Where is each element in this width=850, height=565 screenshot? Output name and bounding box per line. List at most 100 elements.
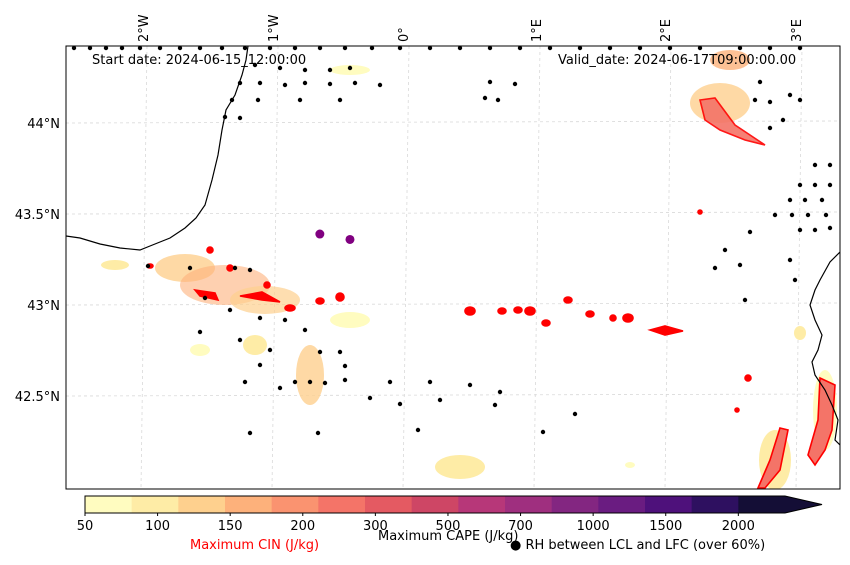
- rh-dot: [342, 46, 348, 51]
- rh-dot: [387, 379, 393, 385]
- rh-dot: [737, 46, 743, 51]
- rh-dot: [805, 212, 811, 218]
- colorbar-tick-label: 2000: [722, 519, 755, 534]
- longitude-labels: 2°W 1°W 0° 1°E 2°E 3°E: [137, 14, 805, 42]
- rh-dot: [812, 182, 818, 188]
- rh-dot: [297, 97, 303, 103]
- lon-label: 3°E: [790, 19, 805, 42]
- rh-dot: [547, 46, 553, 51]
- rh-dot: [377, 82, 383, 88]
- rh-dot: [197, 329, 203, 335]
- colorbar-tick-label: 50: [77, 519, 94, 534]
- rh-dot: [337, 97, 343, 103]
- colorbar-tick-label: 200: [290, 519, 315, 534]
- rh-dot: [497, 389, 503, 395]
- rh-dot: [219, 46, 225, 51]
- rh-dot: [767, 46, 773, 51]
- colorbar-segment: [505, 496, 553, 513]
- rh-dot: [637, 46, 643, 51]
- rh-dot: [157, 46, 163, 51]
- rh-dot: [247, 267, 253, 273]
- rh-dot: [327, 81, 333, 87]
- rh-dot: [242, 46, 248, 51]
- map-frame: [65, 45, 841, 490]
- rh-dot: [327, 67, 333, 73]
- colorbar-extend-arrow: [785, 496, 822, 513]
- colorbar-tick-label: 1500: [649, 519, 682, 534]
- rh-dot: [202, 295, 208, 301]
- rh-dot: [307, 379, 313, 385]
- colorbar-tick-label: 300: [363, 519, 388, 534]
- rh-dot: [237, 337, 243, 343]
- rh-dot: [752, 97, 758, 103]
- cape-axis-label: Maximum CAPE (J/kg): [378, 529, 519, 544]
- rh-dot: [492, 402, 498, 408]
- rh-dot: [787, 197, 793, 203]
- rh-dot: [232, 265, 238, 271]
- rh-dot: [712, 265, 718, 271]
- rh-dot: [767, 99, 773, 105]
- rh-dot: [267, 46, 273, 51]
- rh-dot: [282, 82, 288, 88]
- colorbar-tick-label: 500: [436, 519, 461, 534]
- rh-dot: [367, 395, 373, 401]
- colorbar-segment: [131, 496, 179, 513]
- rh-dot: [823, 212, 829, 218]
- rh-dot: [317, 349, 323, 355]
- rh-dot: [302, 67, 308, 73]
- rh-dot: [352, 80, 358, 86]
- rh-dot: [415, 427, 421, 433]
- rh-dot: [437, 397, 443, 403]
- rh-dot: [71, 46, 77, 51]
- rh-dot: [257, 315, 263, 321]
- rh-dot: [797, 227, 803, 233]
- rh-dot: [103, 46, 109, 51]
- rh-dot: [257, 362, 263, 368]
- colorbar-outline: [84, 495, 823, 514]
- rh-dot: [347, 65, 353, 71]
- rh-dot: [607, 46, 613, 51]
- colorbar-segment: [551, 496, 599, 513]
- rh-dot: [787, 92, 793, 98]
- rh-dot: [302, 327, 308, 333]
- lat-label: 43.5°N: [15, 208, 60, 223]
- rh-dot: [540, 429, 546, 435]
- rh-dot: [342, 377, 348, 383]
- rh-dot: [337, 349, 343, 355]
- rh-dot: [187, 265, 193, 271]
- rh-dot: [812, 227, 818, 233]
- rh-dot: [780, 117, 786, 123]
- rh-dot: [397, 46, 403, 51]
- cape-colorbar: [84, 495, 823, 514]
- start-date-label: Start date: 2024-06-15_12:00:00: [92, 53, 306, 68]
- rh-dot: [767, 125, 773, 131]
- lon-label: 1°E: [530, 19, 545, 42]
- rh-dot: [277, 65, 283, 71]
- colorbar-segment: [178, 496, 226, 513]
- rh-dot: [177, 46, 183, 51]
- rh-stipple-dots: [71, 46, 833, 436]
- rh-dot: [315, 430, 321, 436]
- rh-dot: [827, 225, 833, 231]
- colorbar-tick-labels: 50 100 150 200 300 500 700 1000 1500 2000: [77, 513, 755, 534]
- rh-dot: [802, 197, 808, 203]
- rh-dot: [789, 212, 795, 218]
- rh-dot: [797, 46, 803, 51]
- colorbar-segment: [365, 496, 413, 513]
- rh-dot: [242, 379, 248, 385]
- lat-label: 42.5°N: [15, 390, 60, 405]
- colorbar-segment: [458, 496, 506, 513]
- rh-dot: [292, 379, 298, 385]
- rh-dot: [302, 80, 308, 86]
- rh-dot: [252, 62, 258, 68]
- rh-dot: [797, 182, 803, 188]
- rh-dot: [427, 379, 433, 385]
- rh-dot: [747, 229, 753, 235]
- rh-dot: [87, 46, 93, 51]
- rh-dot: [517, 46, 523, 51]
- rh-dot: [772, 212, 778, 218]
- colorbar-segment: [318, 496, 366, 513]
- colorbar-segment: [738, 496, 786, 513]
- colorbar-tick-label: 700: [508, 519, 533, 534]
- rh-dot: [757, 79, 763, 85]
